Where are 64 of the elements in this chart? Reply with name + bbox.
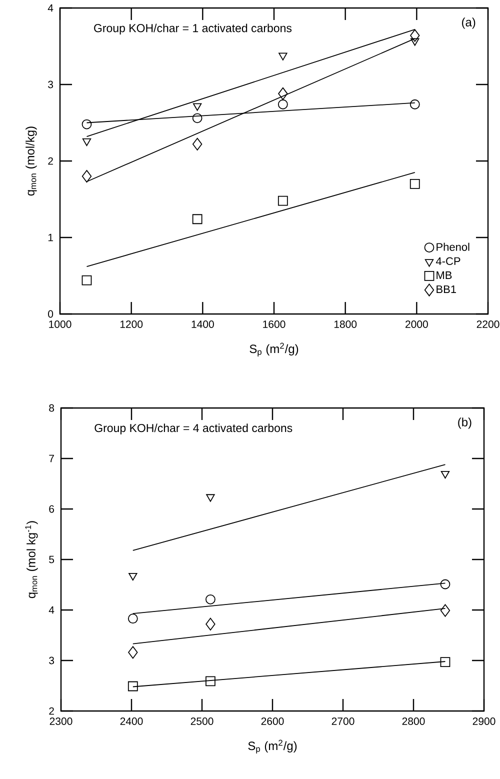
point bbox=[410, 99, 420, 110]
point bbox=[206, 676, 216, 686]
legend-label: 4-CP bbox=[436, 257, 460, 266]
y-tick-label: 7 bbox=[49, 454, 54, 462]
point bbox=[82, 119, 92, 130]
point bbox=[128, 572, 138, 581]
y-tick-label: 4 bbox=[48, 606, 54, 614]
x-tick-label: 2500 bbox=[190, 718, 214, 725]
x-tick-label: 2900 bbox=[472, 718, 496, 725]
x-axis-title: S$_{p}$ (m$^{2}$/g) bbox=[248, 740, 297, 754]
x-tick-label: 1800 bbox=[334, 320, 357, 328]
x-tick-label: 2400 bbox=[120, 718, 143, 725]
point bbox=[410, 178, 420, 189]
point bbox=[206, 618, 216, 630]
point bbox=[82, 170, 92, 183]
point bbox=[440, 470, 450, 479]
x-tick-label: 2700 bbox=[332, 718, 354, 725]
x-tick-label: 2600 bbox=[261, 718, 284, 725]
y-tick-label: 4 bbox=[48, 4, 54, 12]
x-tick-label: 2300 bbox=[50, 718, 72, 725]
y-tick-label: 6 bbox=[49, 505, 54, 513]
x-tick-label: 1000 bbox=[49, 320, 72, 328]
point bbox=[128, 614, 138, 624]
y-tick-label: 0 bbox=[48, 310, 54, 318]
point bbox=[82, 138, 92, 146]
point bbox=[278, 52, 288, 60]
x-tick-label: 1200 bbox=[120, 320, 143, 328]
point bbox=[278, 99, 288, 110]
y-axis-title: q$_{mon}$ (mol kg$^{-1}$) bbox=[25, 521, 38, 598]
legend-label: Phenol bbox=[436, 242, 470, 251]
x-tick-label: 2200 bbox=[476, 320, 500, 328]
y-tick-label: 8 bbox=[49, 404, 54, 412]
x-axis-title: S$_{p}$ (m$^{2}$/g) bbox=[250, 342, 298, 357]
y-axis-title: q$_{mon}$ (mol/kg) bbox=[26, 126, 37, 196]
point bbox=[206, 494, 215, 502]
x-tick-label: 2000 bbox=[406, 320, 428, 328]
point bbox=[206, 594, 216, 604]
point bbox=[192, 103, 202, 111]
point bbox=[278, 196, 288, 206]
y-tick-label: 2 bbox=[48, 157, 53, 165]
point bbox=[440, 604, 450, 617]
point bbox=[410, 38, 420, 46]
legend-label: BB1 bbox=[436, 285, 456, 294]
point bbox=[128, 681, 138, 692]
y-tick-label: 2 bbox=[49, 707, 54, 715]
point bbox=[192, 214, 202, 224]
point bbox=[440, 657, 450, 667]
point bbox=[192, 138, 202, 150]
point bbox=[440, 579, 450, 590]
annotation: (b) bbox=[458, 418, 472, 429]
legend-label: MB bbox=[436, 271, 452, 279]
y-tick-label: 3 bbox=[49, 656, 54, 664]
x-tick-label: 1400 bbox=[192, 320, 214, 328]
y-tick-label: 1 bbox=[48, 234, 53, 242]
x-tick-label: 1600 bbox=[263, 320, 286, 328]
annotation: (a) bbox=[462, 18, 476, 29]
point bbox=[82, 275, 92, 286]
point bbox=[278, 87, 288, 100]
point bbox=[192, 113, 202, 124]
annotation: Group KOH/char = 4 activated carbons bbox=[94, 424, 292, 434]
annotation: Group KOH/char = 1 activated carbons bbox=[94, 24, 292, 34]
y-tick-label: 5 bbox=[49, 556, 54, 564]
y-tick-label: 3 bbox=[48, 80, 54, 88]
x-tick-label: 2800 bbox=[402, 718, 425, 725]
